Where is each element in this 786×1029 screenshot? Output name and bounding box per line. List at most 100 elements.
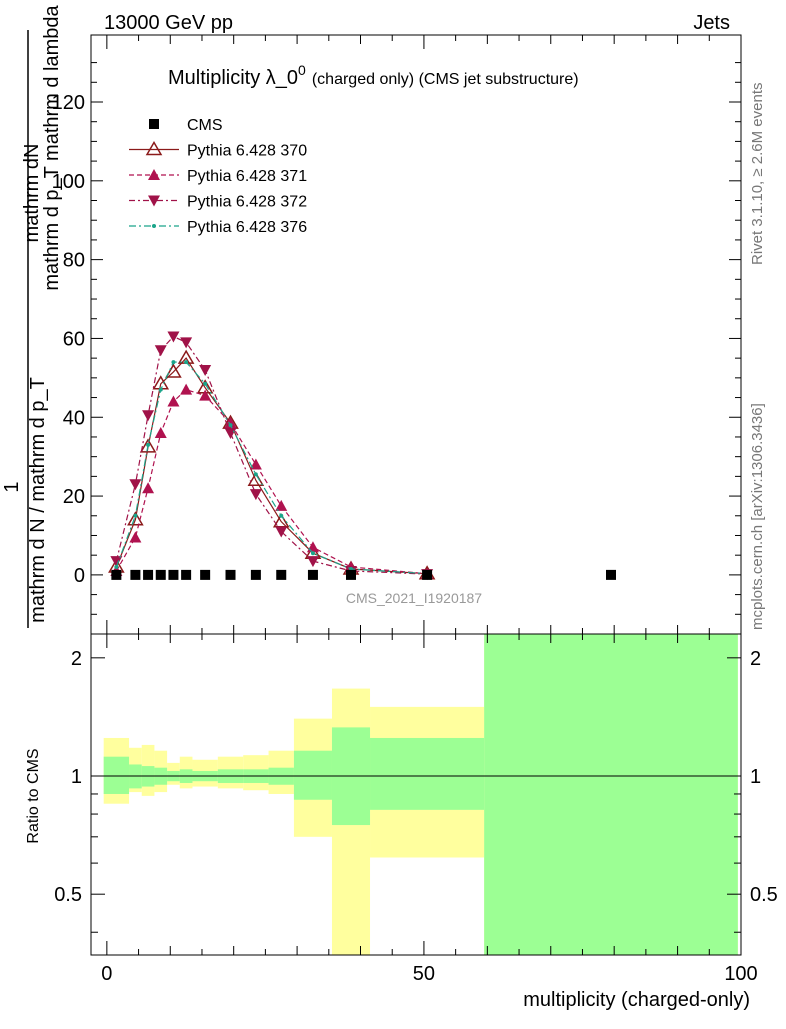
- legend-marker-1: [145, 141, 163, 156]
- plot-title: Multiplicity λ_00 (charged only) (CMS jet…: [168, 62, 579, 89]
- series-4-point-6: [203, 381, 208, 386]
- legend-label-3: Pythia 6.428 372: [187, 194, 307, 211]
- series-1-point-4: [165, 363, 182, 378]
- series-4-line: [115, 361, 428, 575]
- legend-label-0: CMS: [187, 117, 223, 134]
- main-series: [108, 331, 616, 581]
- series-3-point-9: [275, 526, 288, 538]
- series-3-point-1: [129, 479, 142, 491]
- series-0-point-10: [307, 569, 318, 580]
- ratio-bands: [91, 634, 741, 955]
- series-3-point-3: [154, 345, 167, 357]
- series-3-point-2: [142, 410, 155, 422]
- series-1-point-2: [139, 438, 157, 453]
- series-0-point-12: [422, 569, 433, 580]
- main-ylabel: 1 mathrm dN mathrm d p_T mathrm d lambda…: [1, 4, 63, 628]
- series-2-point-1: [129, 531, 142, 543]
- series-3-point-0: [110, 556, 123, 568]
- main-ytick-label: 80: [63, 250, 85, 272]
- main-ytick-label: 120: [52, 92, 85, 114]
- main-ytick-label: 20: [63, 486, 85, 508]
- series-4-point-3: [158, 387, 163, 392]
- series-4-point-0: [114, 565, 119, 570]
- ylabel-numer-2: mathrm dN: [21, 144, 43, 243]
- series-3-point-10: [306, 556, 319, 568]
- series-0-point-9: [276, 569, 287, 580]
- series-3-point-8: [249, 489, 262, 501]
- legend-marker-3: [148, 195, 160, 207]
- ratio-ytick-label: 2: [71, 648, 82, 670]
- series-0-point-6: [200, 569, 211, 580]
- series-2-point-6: [199, 389, 212, 401]
- ratio-ytick-label-right: 1: [750, 766, 761, 788]
- series-4-point-5: [184, 360, 189, 365]
- series-0-point-8: [250, 569, 261, 580]
- main-ytick-label: 0: [74, 565, 85, 587]
- legend-marker-0: [149, 119, 159, 129]
- rivet-version-text: Rivet 3.1.10, ≥ 2.6M events: [749, 83, 766, 266]
- series-0-point-0: [111, 569, 122, 580]
- legend-marker-4: [152, 224, 156, 228]
- svg-text:Multiplicity λ_00(charged only: Multiplicity λ_00 (charged only) (CMS jet…: [168, 62, 579, 89]
- series-3-point-6: [199, 364, 212, 376]
- ratio-ylabel: Ratio to CMS: [25, 748, 42, 843]
- series-4-point-1: [133, 513, 138, 518]
- main-ytick-label: 40: [63, 407, 85, 429]
- series-0-point-5: [181, 569, 192, 580]
- header-left: 13000 GeV pp: [104, 12, 233, 34]
- header-right: Jets: [693, 12, 730, 34]
- x-tick-label: 100: [724, 963, 757, 985]
- series-3-point-4: [167, 331, 180, 343]
- ratio-frame: [90, 633, 742, 956]
- ratio-ytick-label: 0.5: [54, 884, 82, 906]
- x-axis-label: multiplicity (charged-only): [523, 989, 750, 1011]
- main-ytick-label: 60: [63, 328, 85, 350]
- title-sup: 0: [298, 62, 306, 78]
- series-4-point-8: [253, 472, 258, 477]
- legend-label-2: Pythia 6.428 371: [187, 168, 307, 185]
- series-1-point-1: [127, 511, 144, 526]
- main-ytick-label: 100: [52, 171, 85, 193]
- series-2-line: [115, 388, 428, 575]
- legend-marker-2: [148, 169, 160, 180]
- series-4: [114, 360, 430, 576]
- title-suffix: (charged only) (CMS jet substructure): [312, 71, 579, 88]
- series-2-point-2: [142, 482, 155, 494]
- ylabel-numer-3: mathrm d p_T mathrm d lambda: [41, 4, 63, 290]
- series-3-line: [115, 335, 428, 575]
- series-0-point-11: [346, 569, 356, 580]
- series-4-point-2: [146, 442, 151, 447]
- series-2-point-8: [249, 458, 262, 470]
- axes: 0 20 40 60 80 100 120 0 50 100 0.5 0.5 1 1 2 2: [52, 34, 778, 985]
- series-4-point-4: [171, 360, 176, 365]
- series-2-point-9: [275, 499, 288, 511]
- ylabel-denom: mathrm d N / mathrm d p_T: [27, 377, 49, 623]
- series-0-point-2: [143, 569, 154, 580]
- series-0-point-7: [225, 569, 236, 580]
- ratio-ytick-label: 1: [71, 766, 82, 788]
- series-3: [110, 331, 434, 581]
- mcplots-text: mcplots.cern.ch [arXiv:1306.3436]: [749, 403, 766, 630]
- series-2-point-10: [306, 541, 319, 553]
- series-0-point-1: [130, 569, 141, 580]
- x-tick-label: 50: [413, 963, 435, 985]
- series-0-point-4: [168, 569, 179, 580]
- ratio-inner-band-10: [293, 750, 332, 800]
- analysis-id: CMS_2021_I1920187: [346, 590, 482, 606]
- series-2-point-4: [167, 395, 180, 407]
- series-3-point-5: [180, 337, 193, 349]
- series-2-point-3: [154, 427, 167, 439]
- title-main: Multiplicity λ_0: [168, 67, 298, 89]
- series-2: [110, 383, 434, 579]
- series-1-line: [115, 357, 428, 575]
- series-4-point-7: [228, 423, 233, 428]
- series-0: [111, 569, 616, 580]
- legend-label-4: Pythia 6.428 376: [187, 219, 307, 236]
- legend-label-1: Pythia 6.428 370: [187, 143, 307, 160]
- ratio-inner-band-0: [103, 756, 130, 794]
- series-4-point-9: [279, 513, 284, 518]
- ratio-ytick-label-right: 2: [750, 648, 761, 670]
- series-0-point-13: [606, 569, 616, 580]
